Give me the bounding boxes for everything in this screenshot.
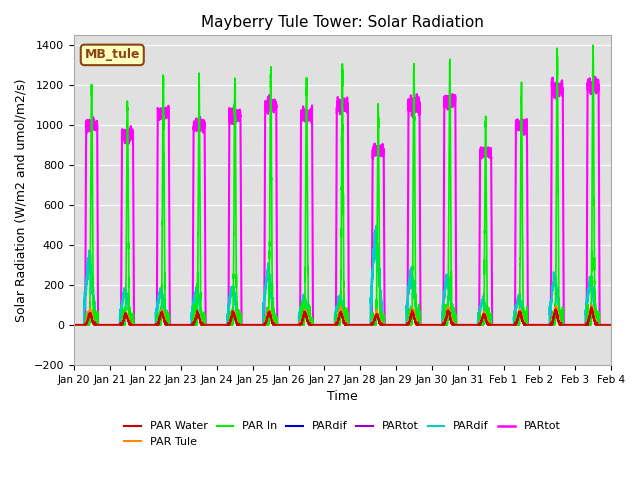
PAR Tule: [179, 322, 187, 328]
PAR Tule: [70, 322, 77, 328]
PARdif: [185, 322, 193, 328]
PAR Water: [493, 322, 500, 328]
Text: MB_tule: MB_tule: [84, 48, 140, 61]
PAR In: [179, 322, 187, 328]
PARtot: [417, 300, 424, 305]
PAR Water: [605, 322, 613, 328]
PAR In: [271, 322, 278, 328]
PARdif: [607, 322, 615, 328]
PARtot: [70, 322, 77, 328]
PARtot: [607, 322, 615, 328]
PAR Tule: [607, 322, 615, 328]
PARtot: [179, 322, 187, 328]
PAR Water: [70, 322, 77, 328]
PAR Water: [588, 304, 595, 310]
PAR In: [417, 322, 424, 328]
PARtot: [185, 322, 193, 328]
PAR Tule: [588, 301, 595, 307]
PARdif: [70, 322, 77, 328]
PAR Water: [607, 322, 615, 328]
PARtot: [605, 322, 613, 328]
PAR In: [493, 322, 500, 328]
PAR Water: [185, 322, 193, 328]
PAR Water: [271, 322, 278, 328]
Line: PARtot: PARtot: [74, 77, 611, 325]
PARtot: [271, 107, 278, 112]
PARtot: [591, 74, 598, 80]
X-axis label: Time: Time: [327, 390, 358, 403]
PARdif: [605, 322, 613, 328]
PAR Tule: [185, 322, 193, 328]
PARdif: [179, 322, 187, 328]
PARdif: [372, 223, 380, 228]
Y-axis label: Solar Radiation (W/m2 and umol/m2/s): Solar Radiation (W/m2 and umol/m2/s): [15, 78, 28, 322]
Line: PARdif: PARdif: [74, 226, 611, 325]
PAR Water: [417, 322, 424, 328]
Line: PAR Water: PAR Water: [74, 307, 611, 325]
PAR In: [607, 322, 615, 328]
PAR In: [70, 322, 77, 328]
PAR Tule: [417, 322, 424, 328]
Line: PAR In: PAR In: [74, 45, 611, 325]
Legend: PAR Water, PAR Tule, PAR In, PARdif, PARtot, PARdif, PARtot: PAR Water, PAR Tule, PAR In, PARdif, PAR…: [120, 417, 564, 452]
PAR Tule: [493, 322, 500, 328]
PARdif: [417, 322, 424, 328]
PAR Tule: [605, 322, 613, 328]
PARdif: [271, 322, 278, 328]
PAR Water: [179, 322, 187, 328]
PARdif: [493, 322, 500, 328]
Title: Mayberry Tule Tower: Solar Radiation: Mayberry Tule Tower: Solar Radiation: [201, 15, 484, 30]
PAR In: [605, 322, 613, 328]
PAR In: [185, 322, 193, 328]
PAR In: [589, 42, 596, 48]
PAR Tule: [271, 321, 278, 326]
Line: PAR Tule: PAR Tule: [74, 304, 611, 325]
PARtot: [493, 322, 500, 328]
